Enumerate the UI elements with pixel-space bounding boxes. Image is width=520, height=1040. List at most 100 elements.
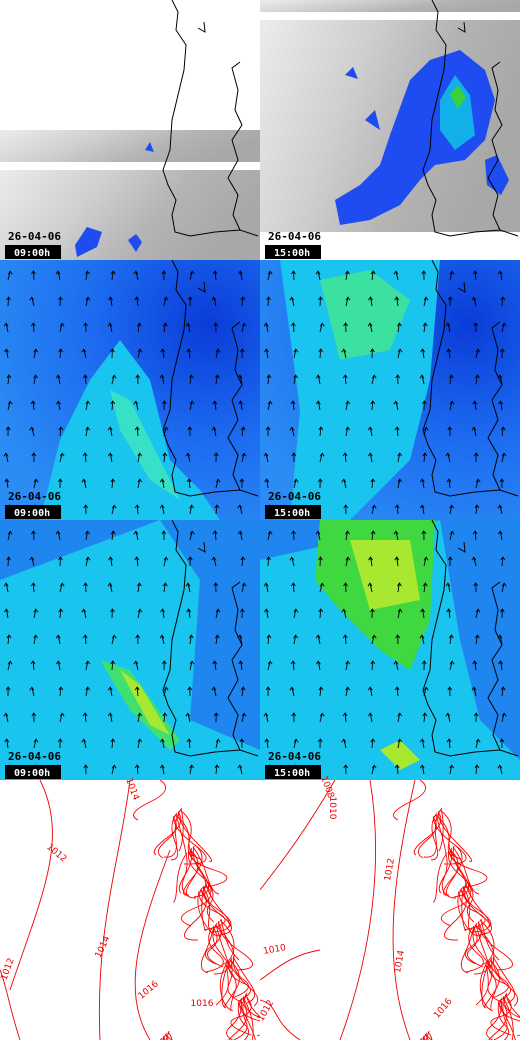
wind-arrow: [315, 530, 321, 541]
wind-arrow: [111, 634, 117, 645]
date-label: 26-04-06: [8, 230, 61, 243]
wind-arrow: [162, 712, 168, 723]
wind-arrow: [394, 504, 400, 515]
background: [0, 780, 260, 1040]
isobar-dense: [200, 888, 232, 936]
field-blob: [350, 540, 420, 610]
isobar-dense: [207, 926, 224, 968]
wind-arrow: [265, 426, 271, 437]
wind-arrow: [159, 374, 165, 385]
wind-arrow: [473, 582, 479, 593]
wind-arrow: [393, 660, 399, 671]
wind-arrow: [111, 504, 117, 515]
wind-arrow: [419, 478, 425, 489]
wind-arrow: [370, 530, 376, 541]
wind-arrow: [162, 452, 168, 463]
wind-arrow: [55, 660, 61, 671]
time-label: 15:00h: [274, 508, 310, 519]
time-box: [5, 505, 61, 519]
isobar-dense: [219, 962, 234, 1012]
wind-arrow: [422, 582, 428, 593]
wind-arrow: [214, 764, 220, 775]
wind-arrow: [137, 712, 143, 723]
wind-arrow: [263, 712, 269, 723]
wind-arrow: [59, 582, 65, 593]
isobar-dense: [493, 995, 508, 1040]
wind-arrow: [29, 426, 35, 437]
isobar-dense: [170, 812, 179, 861]
isobar-dense: [165, 1030, 170, 1040]
wind-arrow: [134, 296, 140, 307]
wind-arrow: [397, 608, 403, 619]
wind-arrow: [186, 478, 192, 489]
isobar: [260, 999, 301, 1040]
isobar-dense: [502, 996, 514, 1040]
isobar: [339, 780, 376, 1040]
isobar-label: 1014: [393, 949, 407, 974]
date-label: 26-04-06: [268, 490, 321, 503]
wind-arrow: [266, 374, 272, 385]
wind-arrow: [394, 764, 400, 775]
wind-arrow: [448, 634, 454, 645]
field-blob: [128, 234, 142, 252]
isobar-dense: [479, 919, 495, 966]
panel-body: 26-04-06 15:00h: [260, 260, 520, 520]
isobar-panel: [260, 780, 520, 1040]
wind-arrow: [85, 686, 91, 697]
wind-arrow: [393, 530, 399, 541]
wind-arrow: [498, 400, 503, 411]
wind-arrow: [240, 296, 246, 307]
wind-arrow: [471, 296, 477, 307]
isobar-dense: [463, 882, 492, 928]
isobar-dense: [239, 997, 260, 1022]
wind-arrow: [159, 478, 165, 489]
wind-arrow: [85, 400, 91, 411]
background: [260, 780, 520, 1040]
wind-arrow: [445, 582, 451, 593]
isobar-dense: [172, 852, 188, 903]
wind-arrow: [289, 686, 295, 697]
wind-arrow: [55, 400, 61, 411]
wind-arrow: [110, 400, 116, 411]
isobar-dense: [213, 923, 229, 975]
wind-arrow: [393, 400, 399, 411]
date-label: 26-04-06: [8, 490, 61, 503]
wind-arrow: [368, 296, 373, 307]
wind-arrow: [33, 348, 39, 359]
wind-arrow: [370, 608, 375, 619]
wind-arrow: [186, 738, 192, 749]
wind-arrow: [367, 712, 373, 723]
wind-arrow: [345, 270, 350, 281]
isobar: [0, 969, 21, 1040]
wind-arrow: [81, 608, 87, 619]
wind-arrow: [367, 322, 373, 333]
isobar-dense: [472, 922, 492, 970]
wind-arrow: [318, 608, 324, 619]
isobar-dense: [478, 920, 513, 971]
wind-arrow: [29, 296, 35, 307]
wind-arrow: [137, 582, 142, 593]
wind-arrow: [240, 556, 246, 567]
wind-arrow: [185, 582, 191, 593]
wind-arrow: [370, 478, 376, 489]
isobar-dense: [425, 1030, 430, 1040]
wind-arrow: [215, 634, 220, 645]
wind-arrow: [33, 608, 39, 619]
wind-arrow: [289, 426, 295, 437]
wind-arrow: [446, 738, 452, 749]
wind-arrow: [422, 452, 428, 463]
wind-arrow: [82, 634, 88, 645]
isobar-dense: [474, 924, 495, 969]
wind-arrow: [419, 634, 425, 645]
wind-arrow: [241, 452, 247, 463]
isobar-dense: [183, 844, 203, 896]
wind-panel: 26-04-06 15:00h: [260, 260, 520, 520]
isobar-dense: [427, 1031, 433, 1040]
wind-arrow: [188, 634, 194, 645]
wind-arrow: [423, 296, 429, 307]
isobar-dense: [175, 813, 187, 855]
wind-arrow: [6, 374, 12, 385]
wind-arrow: [107, 582, 113, 593]
wind-arrow: [499, 738, 505, 749]
